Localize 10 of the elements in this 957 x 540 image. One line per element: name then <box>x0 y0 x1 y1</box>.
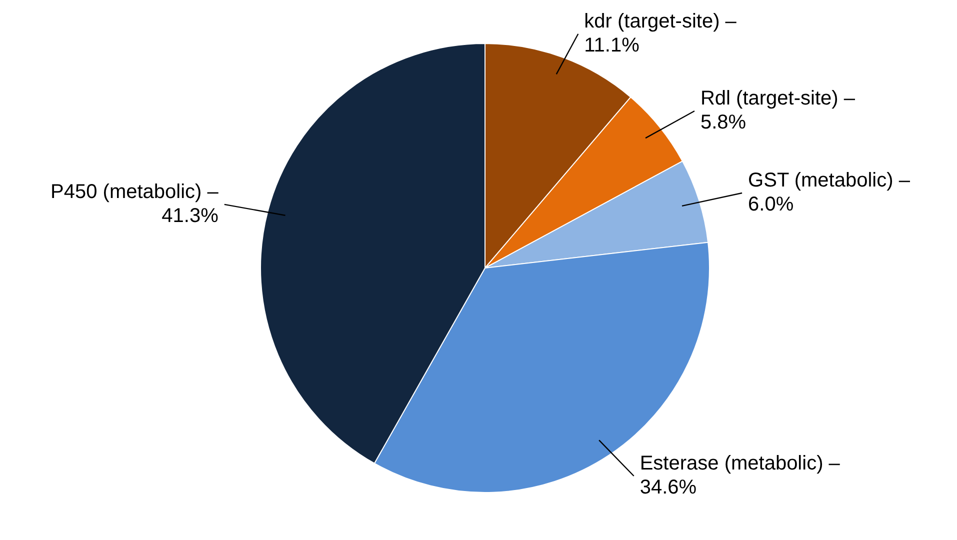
data-label: 5.8% <box>700 112 746 134</box>
slice-label: GST (metabolic) – <box>748 170 911 192</box>
data-label: 41.3% <box>162 204 219 227</box>
slice-label: Esterase (metabolic) – <box>640 452 841 475</box>
data-label: 34.6% <box>640 476 697 499</box>
slice-label: P450 (metabolic) – <box>50 180 220 203</box>
slice-label: kdr (target-site) – <box>584 10 738 32</box>
slice-label: Rdl (target-site) – <box>700 88 856 110</box>
data-label: 6.0% <box>748 194 794 216</box>
data-label: 11.1% <box>584 34 640 56</box>
